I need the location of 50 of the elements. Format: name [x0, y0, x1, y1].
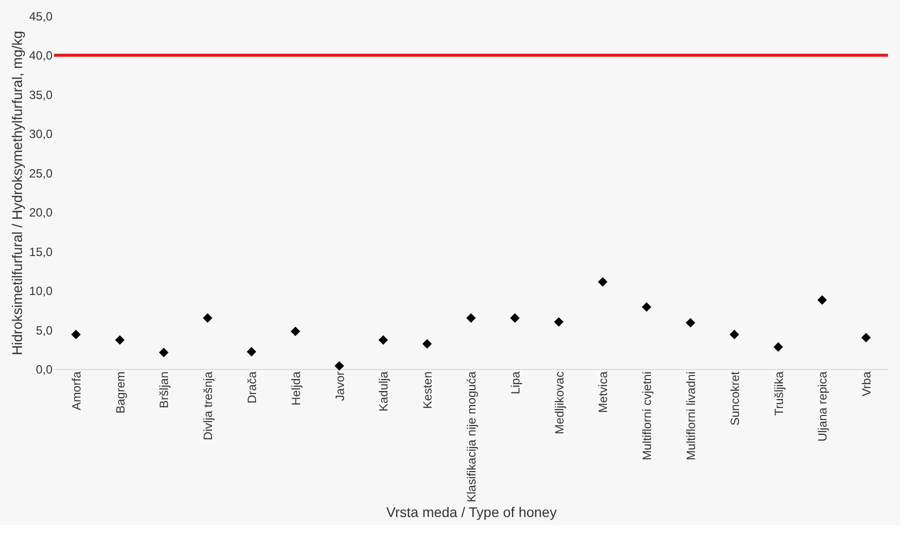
x-tick-label: Multiflorni livadni [684, 372, 698, 460]
point [115, 335, 125, 345]
x-tick-label: Amorfa [69, 371, 84, 410]
point [378, 335, 388, 345]
y-tick-label: 5,0 [36, 323, 53, 338]
x-tick-label: Medljikovac [552, 372, 566, 434]
y-tick-label: 40,0 [29, 48, 53, 63]
x-tick-label: Kesten [420, 372, 435, 409]
point [466, 313, 476, 323]
x-tick-label: Vrba [860, 371, 874, 396]
y-tick-label: 35,0 [29, 88, 53, 102]
x-tick-label: Metvica [596, 371, 610, 413]
y-tick-label: 25,0 [29, 166, 53, 180]
point [510, 313, 520, 323]
point [642, 302, 652, 312]
x-tick-label: Javor [332, 371, 347, 401]
y-tick-label: 0,0 [36, 362, 53, 376]
point [334, 361, 344, 371]
point [817, 295, 827, 305]
x-tick-label: Bagrem [113, 372, 128, 414]
y-tick-label: 15,0 [29, 244, 53, 259]
x-tick-label: Divlja trešnja [201, 371, 216, 440]
point [686, 318, 696, 328]
point [290, 326, 300, 336]
point [598, 277, 608, 287]
x-tick-label: Uljana repica [816, 371, 830, 442]
x-tick-label: Trušljika [772, 371, 786, 416]
x-tick-label: Lipa [508, 371, 522, 394]
point [554, 317, 564, 327]
x-tick-label: Suncokret [728, 370, 742, 426]
point [71, 330, 81, 340]
x-tick-label: Kadulja [376, 371, 391, 412]
point [774, 342, 784, 352]
y-axis-title: Hidroksimetilfurfural / Hydroksymethylfurfural, mg/kg [9, 30, 26, 356]
y-tick-label: 30,0 [29, 127, 53, 142]
x-tick-label: Heljda [288, 371, 303, 406]
point [422, 339, 432, 349]
y-tick-label: 20,0 [29, 206, 53, 220]
point [158, 348, 168, 358]
x-tick-label: Klasifikacija nije moguća [464, 371, 478, 502]
x-tick-label: Drača [245, 371, 260, 404]
y-tick-label: 10,0 [29, 284, 53, 298]
point [730, 330, 740, 340]
point [246, 347, 256, 356]
point [861, 332, 871, 342]
x-tick-label: Bršljan [157, 372, 172, 408]
point [202, 313, 212, 323]
x-axis-title: Vrsta meda / Type of honey [386, 504, 557, 520]
x-tick-label: Multiflorni cvjetni [640, 372, 654, 460]
y-tick-label: 45,0 [29, 10, 53, 24]
